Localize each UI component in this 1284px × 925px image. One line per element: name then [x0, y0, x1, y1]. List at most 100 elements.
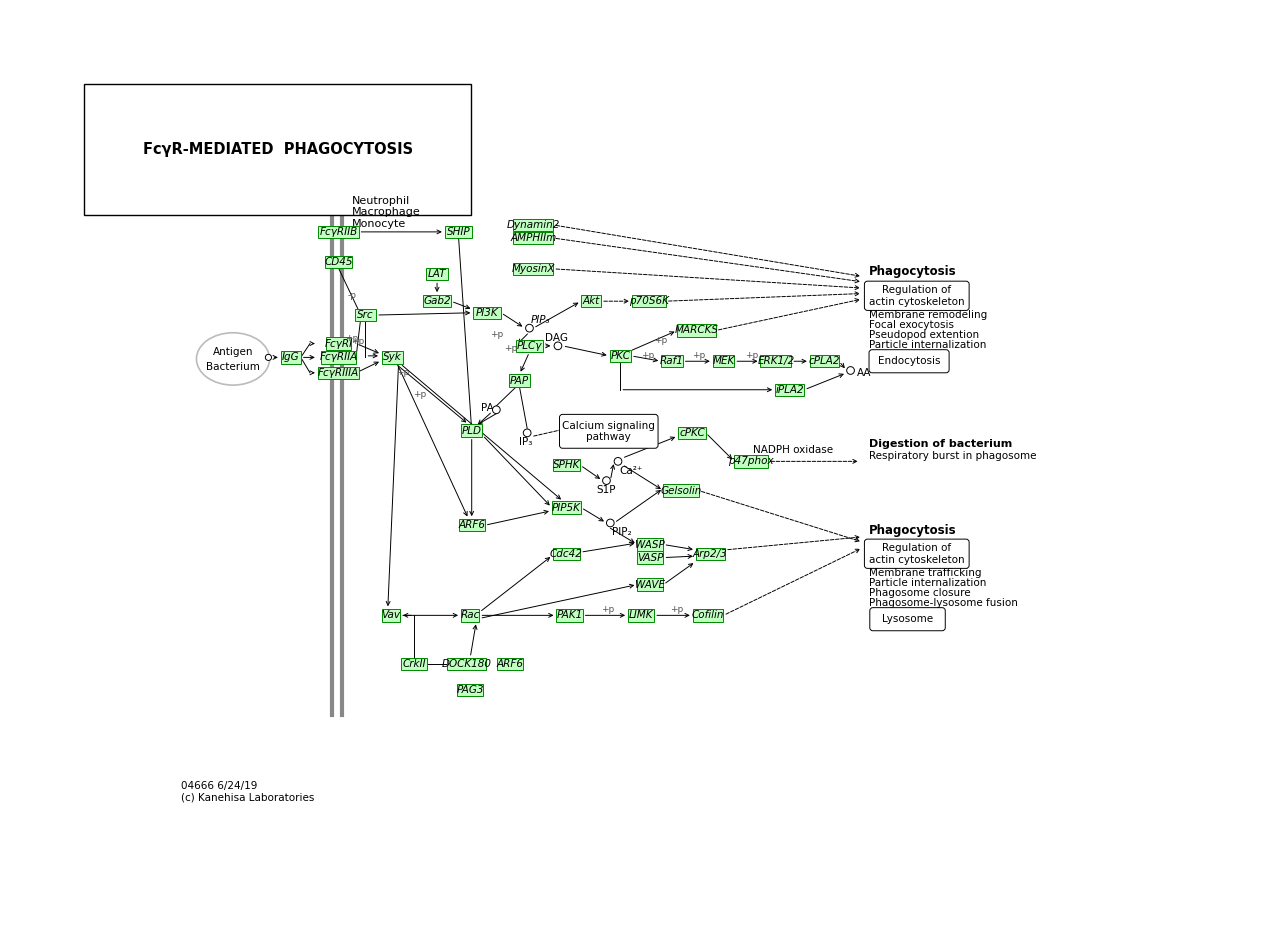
- Text: IP₃: IP₃: [519, 438, 533, 447]
- Text: PIP5K: PIP5K: [552, 502, 580, 512]
- FancyBboxPatch shape: [552, 548, 580, 560]
- Text: +p: +p: [692, 352, 705, 361]
- Text: +p: +p: [654, 336, 666, 345]
- FancyBboxPatch shape: [678, 426, 706, 439]
- Circle shape: [602, 476, 610, 485]
- Text: MARCKS: MARCKS: [674, 326, 719, 336]
- FancyBboxPatch shape: [426, 268, 448, 280]
- Text: Gelsolin: Gelsolin: [660, 486, 702, 496]
- Text: Regulation of
actin cytoskeleton: Regulation of actin cytoskeleton: [869, 285, 964, 306]
- FancyBboxPatch shape: [637, 538, 664, 550]
- Text: IgG: IgG: [282, 352, 299, 363]
- Text: PA: PA: [480, 403, 493, 413]
- FancyBboxPatch shape: [318, 226, 358, 238]
- Circle shape: [525, 325, 533, 332]
- Text: WASP: WASP: [636, 539, 665, 549]
- FancyBboxPatch shape: [461, 425, 483, 437]
- Circle shape: [493, 406, 501, 413]
- Text: +p: +p: [745, 352, 758, 361]
- Text: Focal exocytosis: Focal exocytosis: [869, 320, 954, 330]
- Text: CD45: CD45: [325, 257, 353, 267]
- Text: +p: +p: [489, 330, 503, 339]
- Circle shape: [524, 429, 532, 437]
- Text: 04666 6/24/19
(c) Kanehisa Laboratories: 04666 6/24/19 (c) Kanehisa Laboratories: [181, 781, 315, 803]
- Text: +p: +p: [670, 606, 683, 614]
- FancyBboxPatch shape: [281, 352, 300, 364]
- Text: PAP: PAP: [510, 376, 529, 386]
- FancyBboxPatch shape: [354, 309, 376, 321]
- FancyBboxPatch shape: [556, 610, 583, 622]
- Text: ARF6: ARF6: [497, 659, 524, 669]
- Text: WAVE: WAVE: [636, 580, 665, 589]
- Text: FcγRI: FcγRI: [325, 339, 353, 349]
- FancyBboxPatch shape: [325, 255, 352, 268]
- FancyBboxPatch shape: [760, 355, 791, 367]
- FancyBboxPatch shape: [401, 658, 428, 670]
- FancyBboxPatch shape: [637, 578, 664, 591]
- FancyBboxPatch shape: [734, 455, 768, 467]
- Text: +p: +p: [351, 338, 365, 347]
- Text: Phagosome closure: Phagosome closure: [869, 588, 971, 598]
- Text: S1P: S1P: [597, 485, 616, 495]
- FancyBboxPatch shape: [458, 519, 485, 532]
- FancyBboxPatch shape: [514, 232, 553, 244]
- Text: Syk: Syk: [383, 352, 402, 363]
- FancyBboxPatch shape: [628, 610, 655, 622]
- FancyBboxPatch shape: [318, 366, 358, 379]
- Text: Particle internalization: Particle internalization: [869, 578, 986, 588]
- FancyBboxPatch shape: [516, 339, 543, 352]
- Text: PIP₂: PIP₂: [612, 527, 632, 537]
- Circle shape: [266, 354, 271, 361]
- Text: VASP: VASP: [637, 552, 664, 562]
- Text: Digestion of bacterium: Digestion of bacterium: [869, 439, 1012, 450]
- Text: Dynamin2: Dynamin2: [507, 220, 560, 230]
- FancyBboxPatch shape: [610, 350, 632, 362]
- Text: DOCK180: DOCK180: [442, 659, 492, 669]
- Text: +p: +p: [345, 334, 358, 342]
- Text: -p: -p: [348, 291, 357, 301]
- FancyBboxPatch shape: [447, 658, 485, 670]
- Text: Pseudopod extention: Pseudopod extention: [869, 330, 980, 340]
- Text: Membrane remodeling: Membrane remodeling: [869, 310, 987, 320]
- FancyBboxPatch shape: [713, 355, 734, 367]
- Text: Lysosome: Lysosome: [882, 614, 933, 624]
- Text: +p: +p: [641, 351, 654, 360]
- Text: Endocytosis: Endocytosis: [878, 356, 940, 366]
- FancyBboxPatch shape: [552, 501, 582, 513]
- Text: PI3K: PI3K: [476, 308, 498, 318]
- Text: AA: AA: [856, 368, 872, 377]
- Text: MEK: MEK: [713, 356, 734, 366]
- Text: Arp2/3: Arp2/3: [693, 549, 728, 559]
- Text: Respiratory burst in phagosome: Respiratory burst in phagosome: [869, 451, 1036, 461]
- FancyBboxPatch shape: [869, 350, 949, 373]
- Text: ARF6: ARF6: [458, 520, 485, 530]
- Text: FcγRIIA: FcγRIIA: [320, 352, 358, 363]
- Text: cPKC: cPKC: [679, 428, 705, 438]
- Text: Src: Src: [357, 310, 374, 320]
- FancyBboxPatch shape: [424, 295, 451, 307]
- Ellipse shape: [196, 333, 270, 385]
- Text: p70S6K: p70S6K: [629, 296, 669, 306]
- Text: PIP₃: PIP₃: [532, 315, 551, 326]
- FancyBboxPatch shape: [692, 610, 723, 622]
- Text: PLD: PLD: [462, 426, 482, 436]
- FancyBboxPatch shape: [326, 338, 351, 350]
- FancyBboxPatch shape: [810, 355, 838, 367]
- Text: SHIP: SHIP: [447, 227, 470, 237]
- Text: PAK1: PAK1: [556, 610, 583, 621]
- FancyBboxPatch shape: [474, 306, 501, 319]
- Text: Phagosome-lysosome fusion: Phagosome-lysosome fusion: [869, 598, 1018, 608]
- Text: Bacterium: Bacterium: [205, 362, 259, 372]
- Text: LIMK: LIMK: [629, 610, 654, 621]
- Text: +p: +p: [395, 368, 410, 377]
- Text: Regulation of
actin cytoskeleton: Regulation of actin cytoskeleton: [869, 543, 964, 564]
- Text: CrkII: CrkII: [402, 659, 426, 669]
- FancyBboxPatch shape: [514, 219, 553, 231]
- Text: Antigen: Antigen: [213, 347, 253, 357]
- FancyBboxPatch shape: [381, 610, 401, 622]
- FancyBboxPatch shape: [582, 295, 601, 307]
- FancyBboxPatch shape: [444, 226, 473, 238]
- Text: Vav: Vav: [381, 610, 401, 621]
- Text: FcγRIIB: FcγRIIB: [320, 227, 358, 237]
- FancyBboxPatch shape: [497, 658, 524, 670]
